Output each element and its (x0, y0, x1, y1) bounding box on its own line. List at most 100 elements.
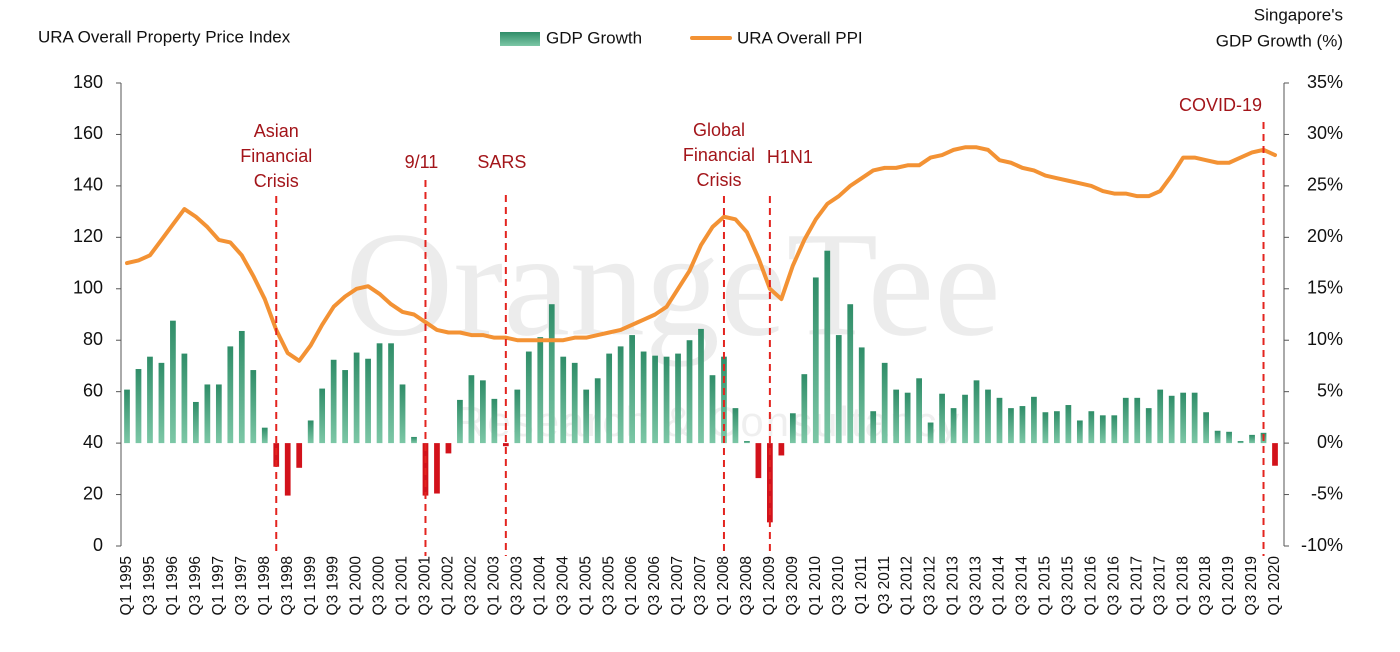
bar (1203, 412, 1209, 444)
bar (985, 389, 991, 444)
x-tick-label: Q3 2015 (1059, 556, 1076, 615)
bar (1134, 397, 1141, 444)
x-tick-label: Q1 2006 (623, 556, 640, 615)
bar (927, 422, 934, 444)
y-tick-label: 180 (73, 72, 103, 92)
bar (583, 389, 590, 444)
x-tick-label: Q3 1996 (187, 556, 204, 615)
bar (399, 384, 406, 444)
bar (950, 408, 957, 444)
bar (261, 427, 268, 444)
bar (1191, 392, 1198, 444)
bar (1145, 408, 1152, 444)
bar (835, 335, 842, 444)
x-tick-label: Q3 2016 (1105, 556, 1122, 615)
bar (502, 443, 509, 447)
x-tick-label: Q1 1996 (164, 556, 181, 615)
x-tick-label: Q3 2011 (876, 556, 893, 614)
bar (1157, 389, 1164, 444)
x-tick-label: Q1 2003 (485, 556, 502, 615)
x-tick-label: Q1 2015 (1036, 556, 1053, 615)
y2-tick-label: 20% (1307, 226, 1343, 246)
bar (250, 370, 257, 444)
x-tick-label: Q1 2007 (669, 556, 686, 615)
bar (858, 347, 865, 444)
bar (238, 330, 245, 444)
bar (1088, 411, 1095, 444)
event-label: SARS (477, 152, 526, 172)
event-label: Global (693, 120, 745, 140)
x-tick-label: Q3 1995 (141, 556, 158, 615)
x-tick-label: Q3 1997 (233, 556, 250, 615)
x-tick-label: Q1 2009 (761, 556, 778, 615)
x-tick-label: Q3 1998 (279, 556, 296, 615)
bar (686, 340, 693, 444)
x-tick-label: Q3 2004 (554, 556, 571, 616)
x-tick-label: Q1 2018 (1174, 556, 1191, 615)
bar (480, 380, 486, 444)
bar (445, 443, 452, 454)
bar (801, 374, 808, 444)
x-tick-label: Q1 1998 (256, 556, 273, 615)
bar (193, 401, 199, 444)
line (125, 145, 1277, 363)
bar (1008, 408, 1014, 444)
x-tick-label: Q1 2000 (348, 556, 365, 616)
bar (1272, 443, 1278, 466)
x-tick-label: Q1 2002 (440, 556, 457, 615)
event-label: Asian (254, 121, 299, 141)
bar (652, 355, 658, 444)
y-tick-label: 160 (73, 123, 103, 143)
bar (1180, 392, 1187, 444)
bar (962, 394, 968, 444)
bar (675, 353, 681, 444)
bar (663, 356, 670, 444)
x-tick-label: Q1 2012 (899, 556, 916, 615)
x-tick-label: Q3 2017 (1151, 556, 1168, 615)
bar (434, 443, 440, 494)
bar (135, 369, 142, 444)
bar (709, 375, 716, 444)
bar (893, 389, 900, 444)
y2-tick-label: 15% (1307, 278, 1343, 298)
y2-tick-label: -5% (1311, 483, 1343, 503)
y2-axis-title: Singapore's (1254, 5, 1343, 24)
bar (1214, 430, 1221, 444)
bar (491, 398, 498, 444)
bar (330, 359, 337, 444)
bar (904, 392, 911, 444)
bar (560, 356, 567, 444)
x-tick-label: Q3 2005 (600, 556, 617, 615)
bar (812, 277, 819, 444)
bar (629, 335, 635, 444)
bar (319, 388, 326, 444)
bar (548, 304, 555, 444)
legend-label: GDP Growth (546, 28, 642, 47)
x-tick-label: Q1 2011 (853, 556, 870, 614)
y-tick-label: 120 (73, 226, 103, 246)
y2-tick-label: 5% (1317, 380, 1343, 400)
bar (778, 443, 785, 456)
x-tick-label: Q3 2013 (968, 556, 985, 615)
y2-tick-label: 25% (1307, 175, 1343, 195)
bar (617, 346, 624, 444)
bar (1099, 415, 1106, 444)
x-tick-label: Q3 2002 (462, 556, 479, 615)
legend-label: URA Overall PPI (737, 28, 863, 47)
bar (1249, 434, 1255, 444)
x-tick-label: Q1 2010 (807, 556, 824, 616)
event-label: 9/11 (405, 152, 439, 172)
event-label: H1N1 (767, 147, 813, 167)
x-tick-label: Q3 2012 (922, 556, 939, 615)
bar (571, 362, 578, 444)
bar (468, 375, 475, 444)
bar (1076, 420, 1083, 444)
bar (170, 320, 176, 444)
y2-tick-label: 10% (1307, 329, 1343, 349)
bar (525, 351, 532, 444)
event-label: Crisis (696, 170, 741, 190)
x-tick-label: Q1 2008 (715, 556, 732, 615)
